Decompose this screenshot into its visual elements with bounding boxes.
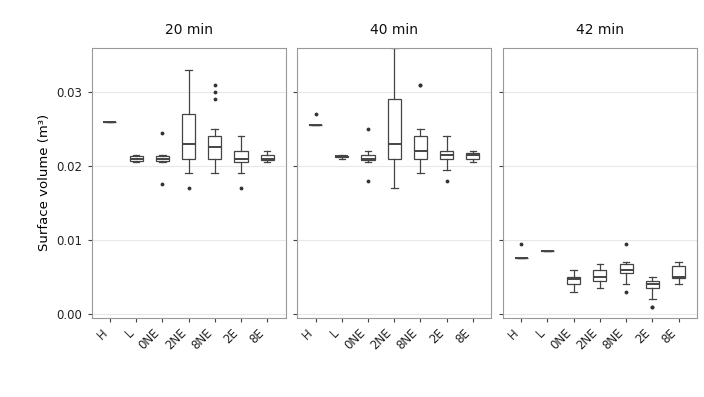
PathPatch shape <box>361 155 375 160</box>
PathPatch shape <box>466 153 479 158</box>
Text: 20 min: 20 min <box>165 23 213 37</box>
PathPatch shape <box>672 266 685 278</box>
PathPatch shape <box>440 151 453 158</box>
PathPatch shape <box>593 270 606 281</box>
PathPatch shape <box>335 156 348 157</box>
PathPatch shape <box>234 151 248 162</box>
PathPatch shape <box>130 156 143 161</box>
Text: 40 min: 40 min <box>370 23 418 37</box>
PathPatch shape <box>260 155 274 160</box>
Y-axis label: Surface volume (m³): Surface volume (m³) <box>38 114 51 251</box>
PathPatch shape <box>567 277 580 284</box>
PathPatch shape <box>414 137 427 158</box>
PathPatch shape <box>156 156 169 161</box>
PathPatch shape <box>620 264 633 273</box>
PathPatch shape <box>646 281 659 288</box>
PathPatch shape <box>182 114 195 158</box>
PathPatch shape <box>208 137 221 158</box>
PathPatch shape <box>388 99 401 158</box>
Text: 42 min: 42 min <box>576 23 624 37</box>
